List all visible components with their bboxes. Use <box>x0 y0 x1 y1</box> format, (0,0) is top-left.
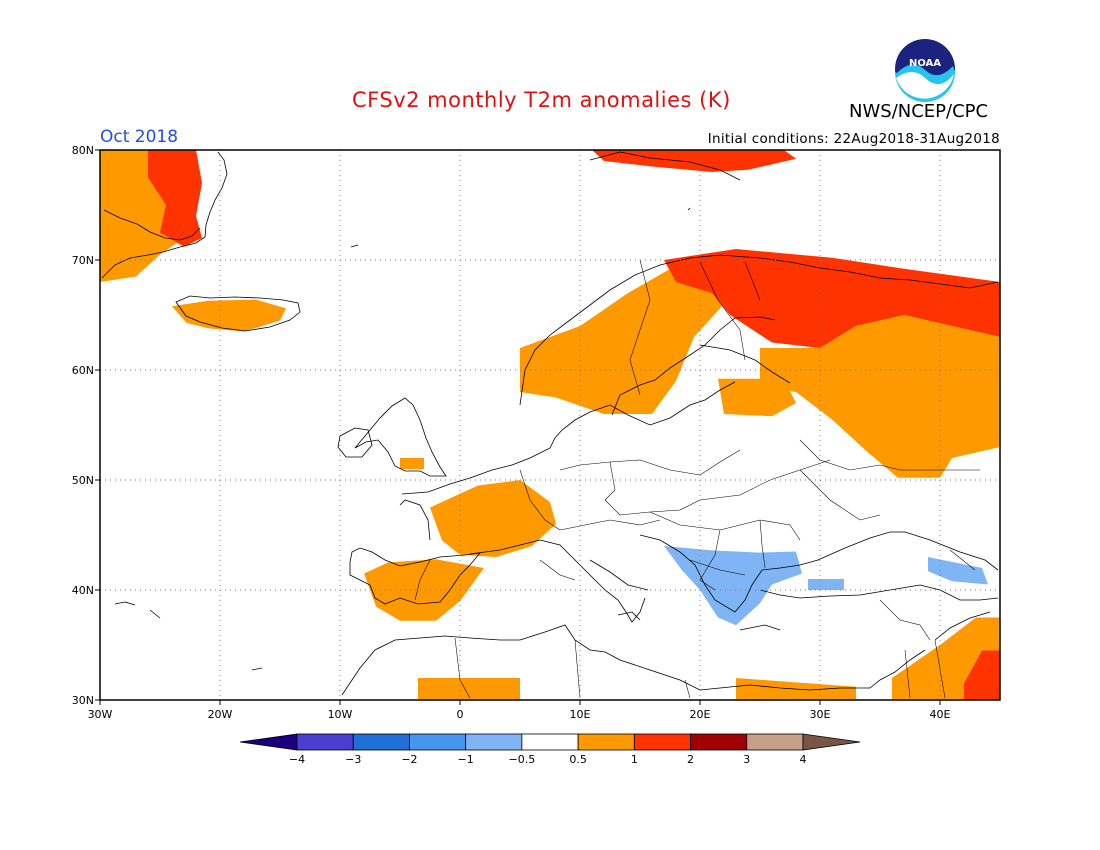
colorbar-swatch <box>633 733 691 751</box>
colorbar-tick-label: −1 <box>458 753 474 766</box>
lon-tick-label: 0 <box>457 708 464 721</box>
map-axes: 30W 20W 10W 0 10E 20E 30E 40E 30N 40N 50N 60N 70N 80N <box>72 144 951 721</box>
anomaly-region-caucasus-south <box>964 650 1000 700</box>
colorbar-high-arrow <box>802 733 861 751</box>
anomaly-region-iceland <box>172 299 286 332</box>
lon-tick-label: 20E <box>690 708 711 721</box>
colorbar-swatch <box>409 733 467 751</box>
colorbar-tick-label: 3 <box>743 753 750 766</box>
colorbar-swatch <box>352 733 410 751</box>
lon-tick-label: 10W <box>328 708 353 721</box>
colorbar-tick-label: −2 <box>401 753 417 766</box>
noaa-logo-icon: NOAA <box>895 39 955 102</box>
anomaly-region-france <box>430 480 556 557</box>
colorbar-tick-label: 2 <box>687 753 694 766</box>
anomaly-region-balkans-aegean <box>664 546 802 626</box>
initial-conditions-label: Initial conditions: 22Aug2018-31Aug2018 <box>707 131 1000 147</box>
noaa-logo-text: NOAA <box>909 58 941 69</box>
lon-tick-label: 30E <box>810 708 831 721</box>
anomaly-region-scandinavia <box>520 265 724 414</box>
lat-tick-label: 70N <box>72 254 94 267</box>
lat-tick-label: 40N <box>72 584 94 597</box>
anomaly-region-iberia <box>364 559 484 621</box>
colorbar-swatch <box>521 733 579 751</box>
map-frame <box>99 149 1001 701</box>
anomaly-region-turkey-north <box>808 579 844 590</box>
lon-tick-label: 20W <box>208 708 233 721</box>
colorbar-tick-label: 4 <box>800 753 807 766</box>
colorbar-legend: −4 −3 −2 −1 −0.5 0.5 1 2 3 4 <box>239 733 861 766</box>
valid-month-label: Oct 2018 <box>100 127 179 147</box>
colorbar-swatch <box>746 733 804 751</box>
anomaly-shading <box>100 150 1000 700</box>
colorbar-swatch <box>465 733 523 751</box>
anomaly-region-baltic-states <box>718 378 796 417</box>
graticule <box>100 150 1000 700</box>
map-title: CFSv2 monthly T2m anomalies (K) <box>352 88 731 112</box>
colorbar-swatch <box>577 733 635 751</box>
coastlines <box>101 151 999 696</box>
colorbar-low-arrow <box>239 733 298 751</box>
colorbar-tick-label: −3 <box>345 753 361 766</box>
anomaly-region-ireland-uk <box>400 458 424 469</box>
anomaly-region-greenland-east-coast <box>148 150 202 247</box>
lon-tick-label: 30W <box>88 708 113 721</box>
colorbar-tick-label: −4 <box>289 753 305 766</box>
lon-tick-label: 10E <box>570 708 591 721</box>
anomaly-region-svalbard <box>592 150 796 172</box>
colorbar-tick-label: −0.5 <box>509 753 536 766</box>
lon-tick-label: 40E <box>930 708 951 721</box>
anomaly-region-black-sea-east <box>928 557 988 585</box>
agency-label: NWS/NCEP/CPC <box>849 101 989 122</box>
lat-tick-label: 60N <box>72 364 94 377</box>
colorbar-swatch <box>296 733 354 751</box>
lat-tick-label: 50N <box>72 474 94 487</box>
lat-tick-label: 30N <box>72 694 94 707</box>
anomaly-region-north-scandinavia-russia <box>664 249 1000 348</box>
lat-tick-label: 80N <box>72 144 94 157</box>
colorbar-tick-label: 0.5 <box>569 753 587 766</box>
colorbar-tick-label: 1 <box>631 753 638 766</box>
colorbar-swatch <box>690 733 748 751</box>
anomaly-region-north-africa <box>418 678 520 700</box>
